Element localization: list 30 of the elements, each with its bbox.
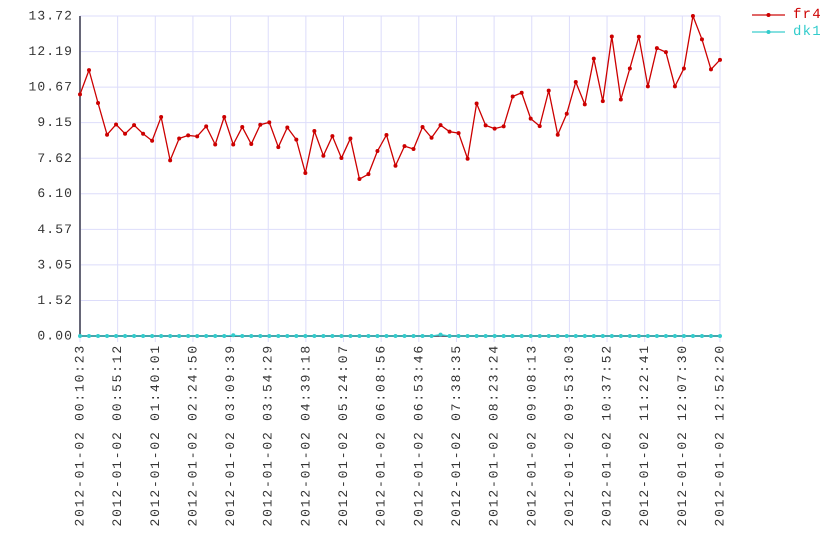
y-tick-label: 10.67 [28,80,73,95]
x-tick-label: 2012-01-02 03:09:39 [223,344,238,526]
y-tick-label: 4.57 [37,222,73,237]
x-tick-label: 2012-01-02 07:38:35 [448,344,464,526]
y-tick-label: 12.19 [28,44,73,60]
x-tick-label: 2012-01-02 08:23:24 [486,344,502,526]
y-tick-label: 0.00 [37,328,73,344]
x-tick-label: 2012-01-02 11:22:41 [637,344,652,526]
x-tick-label: 2012-01-02 04:39:18 [298,344,314,526]
x-tick-label: 2012-01-02 00:55:12 [110,344,126,526]
legend-label: fr4 [793,7,822,23]
x-tick-label: 2012-01-02 10:37:52 [600,344,615,526]
x-tick-label: 2012-01-02 12:07:30 [674,344,690,526]
x-tick-label: 2012-01-02 09:08:13 [524,344,540,526]
y-tick-label: 13.72 [28,8,73,24]
y-tick-label: 9.15 [37,115,73,130]
y-tick-label: 3.05 [37,257,73,272]
y-tick-label: 1.52 [37,293,73,308]
y-tick-label: 7.62 [37,150,73,166]
legend-label: dk1 [793,24,822,40]
x-tick-label: 2012-01-02 09:53:03 [562,344,577,526]
x-tick-label: 2012-01-02 12:52:20 [712,344,728,526]
x-tick-label: 2012-01-02 03:54:29 [260,344,276,526]
x-tick-label: 2012-01-02 05:24:07 [336,344,352,526]
y-tick-label: 6.10 [37,186,73,202]
x-tick-label: 2012-01-02 00:10:23 [72,344,88,526]
x-tick-label: 2012-01-02 06:08:56 [374,344,389,526]
x-tick-label: 2012-01-02 06:53:46 [411,344,426,526]
x-tick-label: 2012-01-02 02:24:50 [185,344,200,526]
x-tick-label: 2012-01-02 01:40:01 [148,344,163,526]
